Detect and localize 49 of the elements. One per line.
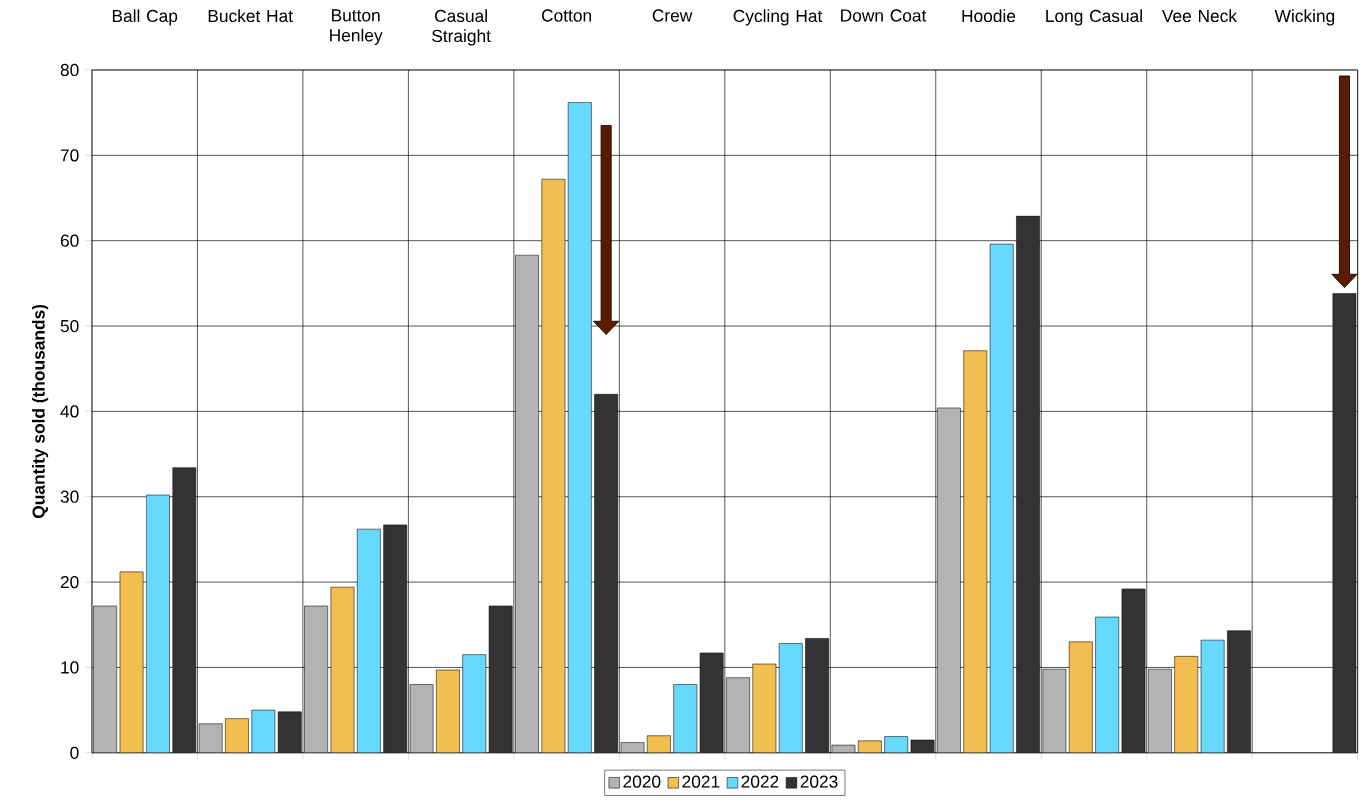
x-tick-label: Ball Cap [112, 9, 178, 26]
x-tick-label: Long Casual [1046, 9, 1142, 26]
y-tick-label: 60 [60, 234, 79, 247]
bar [225, 718, 249, 753]
bar [1332, 293, 1357, 753]
y-tick-label: 30 [60, 490, 79, 503]
bar [1200, 639, 1225, 753]
y-tick-label: 10 [61, 661, 79, 674]
bar [488, 605, 513, 753]
bar [1095, 616, 1120, 753]
x-tick-label: Down Coat [841, 9, 927, 22]
bar [989, 243, 1014, 753]
y-tick-label: 0 [70, 746, 79, 760]
y-tick-label: 50 [60, 320, 79, 333]
bar [699, 652, 724, 753]
bar [673, 684, 698, 753]
x-tick-label: Bucket Hat [208, 9, 293, 23]
legend-label: 2022 [741, 775, 779, 788]
y-tick-label: 80 [60, 63, 79, 77]
bar [251, 709, 276, 753]
bar [805, 638, 829, 753]
bar [857, 740, 882, 753]
bar [1016, 215, 1040, 753]
x-tick-label: Cycling Hat [733, 9, 823, 26]
bar [1227, 630, 1251, 753]
bar [356, 529, 381, 753]
legend-label: 2021 [682, 775, 720, 788]
x-tick-label: Cotton [541, 9, 591, 22]
x-tick-label: Button Henley [330, 9, 383, 45]
bar [462, 654, 487, 753]
x-tick-label: Vee Neck [1161, 9, 1238, 23]
y-tick-label: 20 [60, 576, 79, 589]
y-axis-title: Quantity sold (thousands) [32, 305, 49, 519]
bar [277, 711, 302, 753]
bar [383, 524, 408, 753]
x-tick-label: Crew [652, 9, 693, 22]
bar [778, 643, 803, 753]
bar [172, 467, 197, 753]
bar [594, 394, 619, 753]
bar [647, 735, 671, 753]
y-tick-label: 70 [60, 149, 79, 162]
x-tick-label: Casual Straight [432, 9, 491, 46]
x-tick-label: Wicking [1274, 9, 1335, 26]
legend-label: 2020 [623, 775, 661, 788]
bar [567, 102, 592, 753]
legend-label: 2023 [800, 775, 838, 788]
x-tick-label: Hoodie [962, 9, 1016, 23]
bar [146, 494, 170, 753]
y-tick-label: 40 [60, 405, 79, 418]
